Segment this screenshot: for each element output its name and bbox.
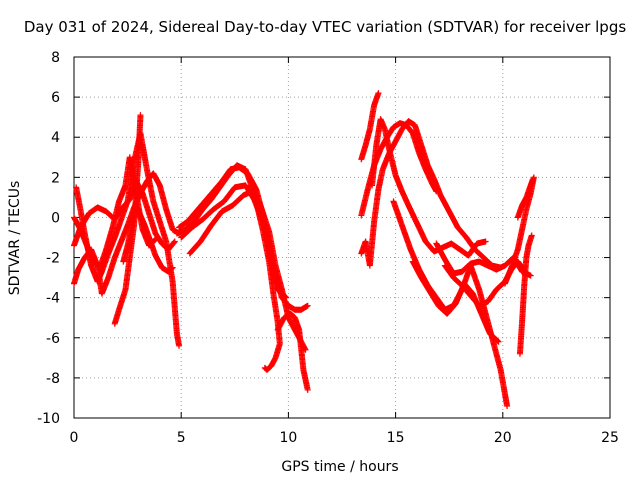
series-track-k <box>274 310 311 393</box>
data-point <box>529 176 536 183</box>
x-tick-label: 0 <box>70 430 79 446</box>
y-tick-label: 2 <box>51 170 60 186</box>
series-track-v <box>514 176 536 221</box>
data-marks <box>71 90 537 409</box>
series-track-u <box>501 174 537 287</box>
data-point <box>171 238 178 245</box>
series-track-n <box>369 116 489 259</box>
y-tick-label: -8 <box>46 371 60 387</box>
y-tick-label: 0 <box>51 210 60 226</box>
data-point <box>176 342 183 349</box>
data-point <box>168 265 175 272</box>
y-tick-label: -10 <box>37 411 60 427</box>
y-tick-label: 4 <box>51 130 60 146</box>
data-point <box>169 264 176 271</box>
x-tick-label: 5 <box>177 430 186 446</box>
data-point <box>304 302 311 309</box>
axis-ticks: 0 5 10 15 20 25 -10 -8 -6 -4 -2 0 2 4 6 8 <box>37 50 619 446</box>
series-track-p <box>390 198 511 409</box>
y-axis-label: SDTVAR / TECUs <box>7 181 23 296</box>
data-point <box>504 402 511 409</box>
series-track-f <box>120 202 176 275</box>
grid <box>74 57 610 418</box>
series-track-j <box>186 188 309 353</box>
data-point <box>137 112 144 119</box>
y-tick-label: -6 <box>46 331 60 347</box>
chart-title: Day 031 of 2024, Sidereal Day-to-day VTE… <box>24 18 627 36</box>
data-point <box>304 386 311 393</box>
data-point <box>261 364 268 371</box>
data-point <box>527 272 534 279</box>
data-point <box>494 338 501 345</box>
series-track-q <box>409 258 502 345</box>
data-point <box>262 365 269 372</box>
data-point <box>171 239 178 246</box>
x-tick-label: 20 <box>494 430 512 446</box>
data-point <box>495 338 502 345</box>
x-tick-label: 10 <box>279 430 297 446</box>
x-tick-label: 25 <box>601 430 619 446</box>
x-tick-label: 15 <box>387 430 405 446</box>
y-tick-label: -2 <box>46 251 60 267</box>
y-tick-label: -4 <box>46 291 60 307</box>
data-point <box>482 238 489 245</box>
series-track-t <box>516 232 535 357</box>
data-point <box>528 232 535 239</box>
data-point <box>302 346 309 353</box>
data-point <box>152 236 159 243</box>
y-tick-label: 6 <box>51 90 60 106</box>
series-track-o <box>358 118 504 271</box>
series-track-l <box>358 90 382 163</box>
y-tick-label: 8 <box>51 50 60 66</box>
data-point <box>375 90 382 97</box>
x-axis-label: GPS time / hours <box>281 459 398 475</box>
